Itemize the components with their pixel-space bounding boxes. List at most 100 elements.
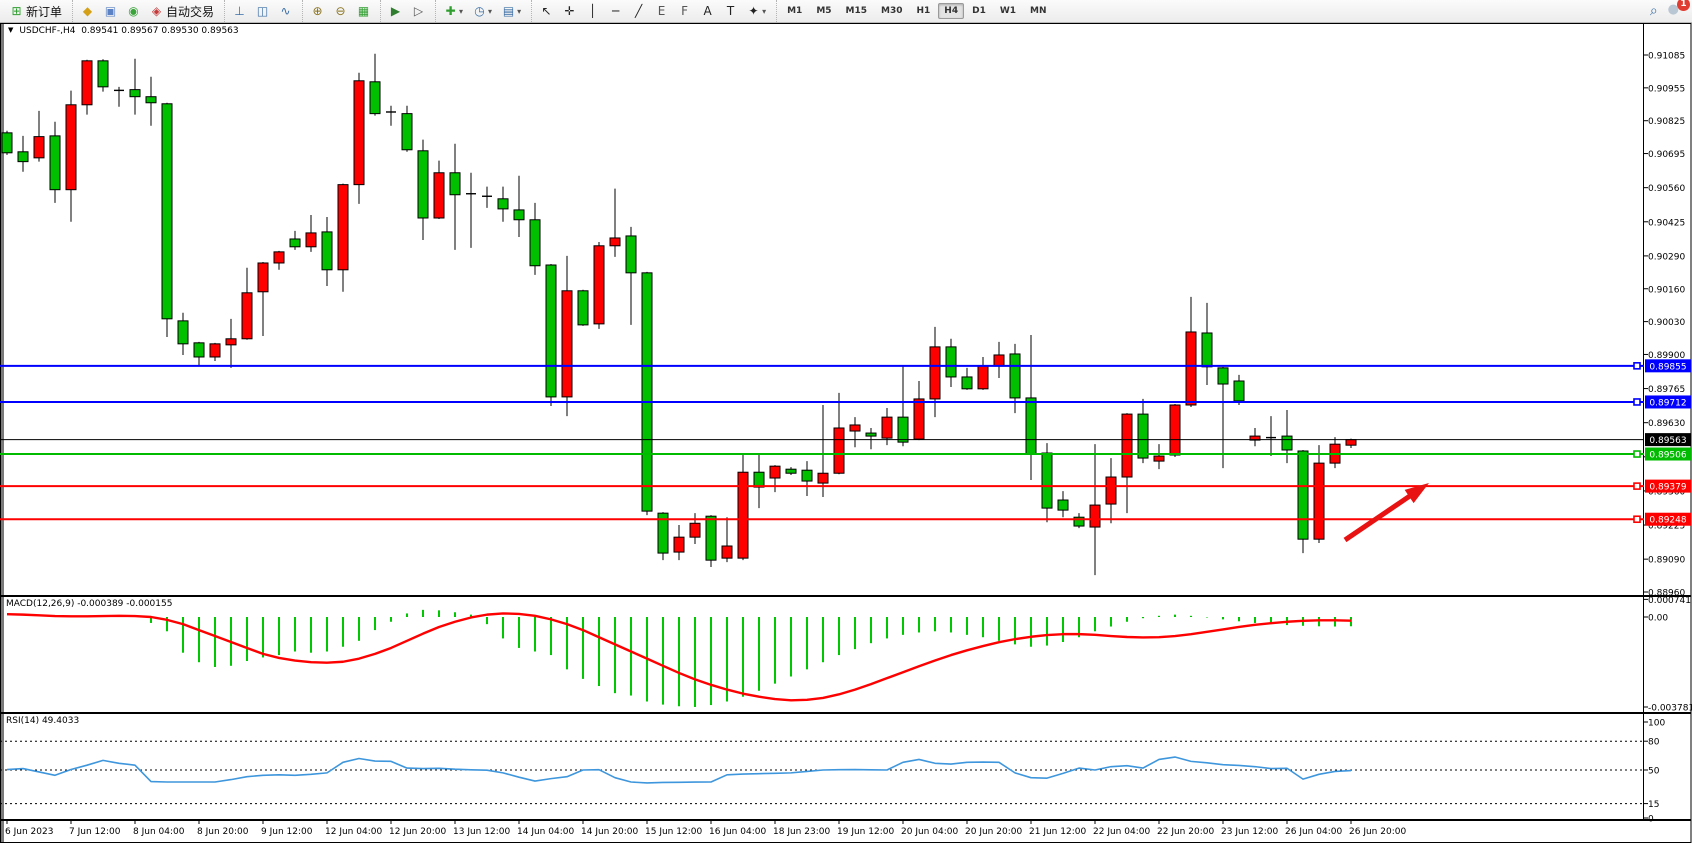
- price-tag: [1645, 359, 1691, 373]
- timeframe-d1[interactable]: D1: [972, 6, 986, 16]
- candle-body: [641, 272, 653, 512]
- candle-body: [785, 468, 797, 474]
- trendline-icon: ╱: [634, 4, 643, 18]
- time-axis-label: 22 Jun 04:00: [1093, 827, 1150, 837]
- price-tick-label: 0.89090: [1648, 556, 1685, 566]
- bar-chart-icon: ⊥: [234, 4, 245, 18]
- candle-body: [1105, 476, 1117, 505]
- auto-scroll-icon[interactable]: ▶: [385, 1, 406, 21]
- candlestick-chart-icon[interactable]: ◫: [252, 1, 273, 21]
- text-label-icon[interactable]: T: [720, 1, 741, 21]
- candle-body: [961, 376, 973, 390]
- rsi-tick-label: 50: [1648, 767, 1660, 777]
- vertical-line-icon[interactable]: │: [582, 1, 603, 21]
- templates-icon[interactable]: ▤ ▾: [498, 1, 525, 21]
- arrows-icon-dropdown[interactable]: ▾: [762, 6, 767, 16]
- timeframe-m1[interactable]: M1: [787, 6, 803, 16]
- time-axis-label: 18 Jun 23:00: [773, 827, 830, 837]
- candle-body: [1249, 435, 1261, 441]
- zoom-out-icon[interactable]: ⊖: [330, 1, 351, 21]
- candle-body: [609, 237, 621, 247]
- candle-body: [657, 512, 669, 554]
- alerts-icon: ◉: [128, 4, 139, 18]
- timeframe-m30[interactable]: M30: [881, 6, 903, 16]
- macd-tick-label: -0.003781: [1648, 703, 1692, 713]
- profiles-icon[interactable]: ▣: [100, 1, 121, 21]
- text-icon[interactable]: A: [697, 1, 718, 21]
- equidistant-channel-icon[interactable]: E: [651, 1, 672, 21]
- candle-body: [945, 346, 957, 378]
- price-tick-label: 0.90695: [1648, 150, 1685, 160]
- price-tick-label: 0.91085: [1648, 52, 1685, 62]
- alerts-icon[interactable]: ◉: [123, 1, 144, 21]
- templates-icon-dropdown[interactable]: ▾: [517, 6, 522, 16]
- bar-chart-icon[interactable]: ⊥: [229, 1, 250, 21]
- candle-body: [545, 264, 557, 398]
- candle-body: [257, 262, 269, 293]
- periods-icon-dropdown[interactable]: ▾: [488, 6, 493, 16]
- fibonacci-icon[interactable]: F: [674, 1, 695, 21]
- autotrading-button-label: 自动交易: [166, 4, 215, 19]
- time-axis-label: 6 Jun 2023: [5, 827, 53, 837]
- zoom-in-icon[interactable]: ⊕: [307, 1, 328, 21]
- notifications-icon[interactable]: ● 1: [1664, 0, 1690, 21]
- candle-body: [209, 343, 221, 358]
- autotrading-button[interactable]: ◈ 自动交易: [146, 1, 218, 21]
- templates-icon: ▤: [502, 4, 515, 18]
- tile-windows-icon[interactable]: ▦: [353, 1, 374, 21]
- cursor-icon[interactable]: ↖: [536, 1, 557, 21]
- search-icon[interactable]: ⌕: [1649, 3, 1658, 19]
- window-left-frame: [0, 23, 4, 842]
- price-tick-label: 0.88960: [1648, 589, 1685, 599]
- macd-signal-line: [6, 612, 1352, 702]
- rsi-tick-label: 15: [1648, 800, 1659, 810]
- timeframe-h4[interactable]: H4: [938, 3, 965, 19]
- timeframe-h1[interactable]: H1: [916, 6, 931, 16]
- indicators-icon[interactable]: ✚ ▾: [440, 1, 467, 21]
- timeframe-w1[interactable]: W1: [999, 6, 1017, 16]
- new-order-button: ⊞: [11, 4, 22, 18]
- line-chart-icon[interactable]: ∿: [275, 1, 296, 21]
- periods-icon[interactable]: ◷ ▾: [469, 1, 496, 21]
- new-order-button[interactable]: ⊞ 新订单: [6, 1, 66, 21]
- candle-body: [513, 209, 525, 221]
- candle-body: [849, 424, 861, 432]
- chart-area[interactable]: 0.91085 0.90955 0.90825 0.90695 0.90560 0.904…: [0, 22, 1692, 843]
- candle-body: [993, 354, 1005, 367]
- symbol-dropdown-icon[interactable]: ▼: [8, 26, 14, 34]
- price-tick-label: 0.89765: [1648, 385, 1685, 395]
- candle-body: [369, 81, 381, 115]
- indicators-icon-dropdown[interactable]: ▾: [459, 6, 464, 16]
- time-axis-label: 7 Jun 12:00: [69, 827, 121, 837]
- timeframe-m15[interactable]: M15: [845, 6, 868, 16]
- candle-body: [433, 172, 445, 219]
- rsi-line: [6, 756, 1352, 784]
- time-axis-label: 14 Jun 04:00: [517, 827, 574, 837]
- trendline-icon[interactable]: ╱: [628, 1, 649, 21]
- price-tick-label: 0.89225: [1648, 522, 1685, 532]
- chart-shift-icon[interactable]: ▷: [408, 1, 429, 21]
- chart-shift-icon: ▷: [413, 4, 424, 18]
- metaeditor-icon[interactable]: ◆: [77, 1, 98, 21]
- line-end-marker: [1633, 398, 1641, 406]
- candle-body: [193, 342, 205, 358]
- candle-body: [129, 89, 141, 98]
- trend-arrow[interactable]: [1343, 492, 1414, 543]
- line-chart-icon: ∿: [280, 4, 291, 18]
- price-tick-label: 0.90030: [1648, 318, 1685, 328]
- crosshair-icon[interactable]: ✛: [559, 1, 580, 21]
- time-axis-label: 26 Jun 20:00: [1349, 827, 1406, 837]
- trend-arrow-head[interactable]: [1404, 483, 1429, 504]
- price-tag: [1645, 447, 1691, 461]
- price-tick-label: 0.89630: [1648, 419, 1685, 429]
- timeframe-m5[interactable]: M5: [816, 6, 832, 16]
- price-tick-label: 0.90955: [1648, 84, 1685, 94]
- candlestick-chart-icon: ◫: [256, 4, 269, 18]
- candle-body: [305, 232, 317, 248]
- arrows-icon[interactable]: ✦ ▾: [743, 1, 770, 21]
- timeframe-mn[interactable]: MN: [1030, 6, 1047, 16]
- zoom-in-icon: ⊕: [312, 4, 323, 18]
- horizontal-line-icon[interactable]: ─: [605, 1, 626, 21]
- time-axis-label: 20 Jun 04:00: [901, 827, 958, 837]
- toolbar-group: ⊞ 新订单: [2, 0, 70, 22]
